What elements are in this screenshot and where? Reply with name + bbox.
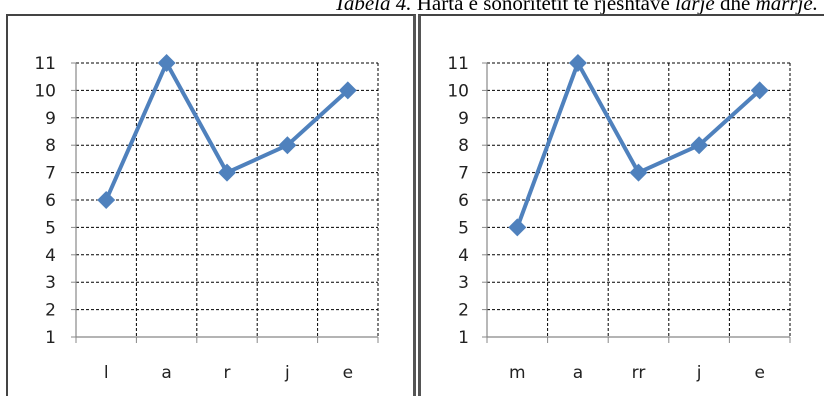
y-tick-label: 5 <box>458 218 469 238</box>
y-tick-label: 7 <box>458 164 469 184</box>
data-point-marker <box>278 136 297 155</box>
y-tick-label: 3 <box>45 273 56 293</box>
y-tick-label: 1 <box>45 328 56 348</box>
data-point-marker <box>750 81 769 100</box>
data-point-marker <box>97 191 116 209</box>
y-tick-label: 10 <box>447 81 469 101</box>
y-tick-label: 8 <box>45 136 56 156</box>
y-tick-label: 11 <box>34 54 56 74</box>
y-tick-label: 9 <box>45 109 56 129</box>
x-tick-label: r <box>224 363 231 383</box>
chart-svg-marrje: 1 2 3 4 5 6 7 8 9 10 11 m a rr j e <box>447 54 791 383</box>
y-tick-label: 5 <box>45 218 56 238</box>
y-tick-label: 4 <box>458 246 469 266</box>
table-caption: Tabela 4. Harta e sonoritetit të rjeshta… <box>0 0 824 15</box>
x-tick-label: e <box>343 363 353 383</box>
x-tick-label: l <box>104 363 109 383</box>
y-tick-label: 6 <box>458 191 469 211</box>
data-point-marker <box>157 54 176 72</box>
x-tick-label: rr <box>632 363 646 383</box>
y-tick-label: 9 <box>458 109 469 129</box>
y-tick-label: 7 <box>45 164 56 184</box>
y-tick-label: 6 <box>45 191 56 211</box>
data-point-marker <box>568 54 587 72</box>
data-point-marker <box>629 163 648 182</box>
caption-conjunction: dhe <box>714 0 756 15</box>
caption-label: Tabela 4. <box>334 0 412 15</box>
data-point-marker <box>690 136 709 155</box>
sonority-chart-larje: 1 2 3 4 5 6 7 8 9 10 11 l a r j e <box>6 14 416 396</box>
x-tick-label: e <box>754 363 764 383</box>
data-point-marker <box>338 81 357 100</box>
y-tick-label: 10 <box>34 81 56 101</box>
y-tick-label: 8 <box>458 136 469 156</box>
x-tick-label: j <box>696 363 702 383</box>
caption-word-marrje: marrje. <box>755 0 818 15</box>
y-tick-label: 1 <box>458 328 469 348</box>
y-tick-label: 11 <box>447 54 469 74</box>
chart-svg-larje: 1 2 3 4 5 6 7 8 9 10 11 l a r j e <box>34 54 379 383</box>
caption-text: Harta e sonoritetit të rjeshtave <box>411 0 676 15</box>
sonority-chart-marrje: 1 2 3 4 5 6 7 8 9 10 11 m a rr j e <box>418 14 824 396</box>
caption-word-larje: larje <box>675 0 715 15</box>
y-tick-label: 4 <box>45 246 56 266</box>
data-point-marker <box>218 163 236 182</box>
data-point-marker <box>508 218 527 237</box>
x-tick-label: a <box>161 363 171 383</box>
x-tick-label: j <box>284 363 290 383</box>
x-tick-label: a <box>573 363 583 383</box>
y-tick-label: 3 <box>458 273 469 293</box>
y-tick-label: 2 <box>45 301 56 321</box>
x-tick-label: m <box>509 363 526 383</box>
y-tick-label: 2 <box>458 301 469 321</box>
